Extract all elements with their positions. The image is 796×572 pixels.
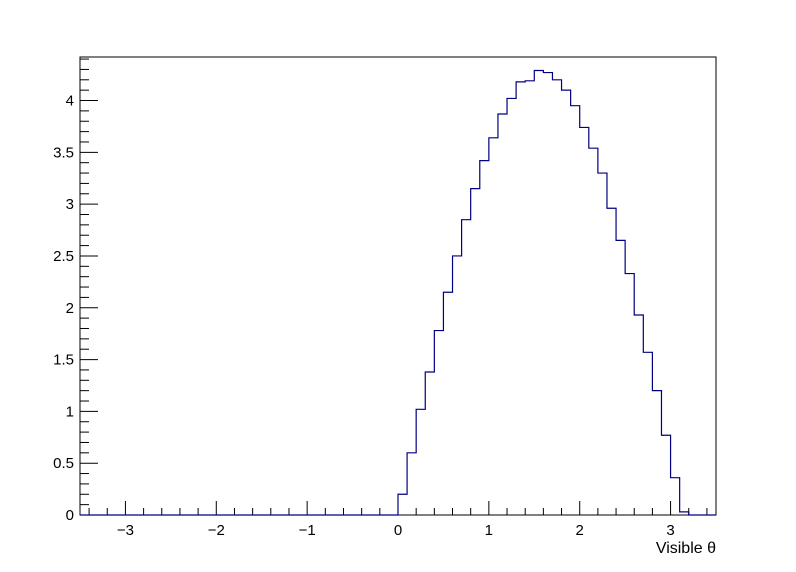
y-tick-label: 3.5 bbox=[53, 144, 74, 161]
x-tick-label: 1 bbox=[485, 522, 493, 539]
x-tick-label: 3 bbox=[666, 522, 674, 539]
y-axis-tick-labels: 0 0.5 1 1.5 2 2.5 3 3.5 4 bbox=[53, 93, 74, 524]
x-axis-title: Visible θ bbox=[656, 540, 716, 557]
y-tick-label: 3 bbox=[66, 196, 74, 213]
x-tick-label: 0 bbox=[394, 522, 402, 539]
y-tick-label: 0.5 bbox=[53, 455, 74, 472]
x-tick-label: −1 bbox=[299, 522, 316, 539]
y-tick-label: 1 bbox=[66, 403, 74, 420]
y-tick-label: 2.5 bbox=[53, 248, 74, 265]
x-tick-label: −3 bbox=[117, 522, 134, 539]
y-tick-label: 2 bbox=[66, 300, 74, 317]
x-axis-tick-labels: −3 −2 −1 0 1 2 3 bbox=[117, 522, 675, 539]
histogram-series-line bbox=[80, 69, 716, 516]
x-tick-label: 2 bbox=[576, 522, 584, 539]
y-tick-label: 0 bbox=[66, 507, 74, 524]
y-tick-label: 1.5 bbox=[53, 352, 74, 369]
y-tick-label: 4 bbox=[66, 93, 74, 110]
y-axis-ticks bbox=[80, 58, 98, 516]
plot-frame bbox=[79, 56, 717, 516]
x-tick-label: −2 bbox=[208, 522, 225, 539]
